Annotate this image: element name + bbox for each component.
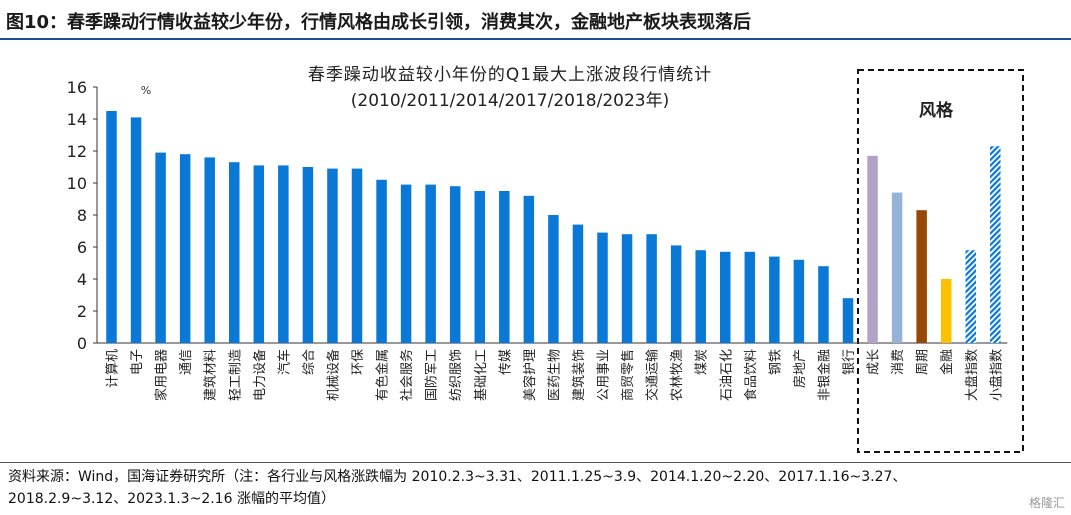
y-tick-label: 12 — [67, 142, 87, 161]
source-note: 资料来源：Wind，国海证券研究所（注：各行业与风格涨跌幅为 2010.2.3~… — [8, 466, 1008, 510]
y-tick-label: 4 — [77, 270, 87, 289]
x-tick-label: 房地产 — [792, 349, 808, 388]
industry-bar — [744, 251, 756, 343]
x-tick-label: 大盘指数 — [964, 349, 980, 401]
industry-bar — [278, 165, 289, 343]
y-tick-label: 2 — [77, 302, 87, 321]
x-tick-label: 石油石化 — [719, 349, 734, 401]
x-tick-label: 建筑装饰 — [571, 349, 587, 401]
x-tick-label: 机械设备 — [325, 349, 341, 401]
industry-bar — [818, 266, 829, 343]
y-tick-label: 10 — [67, 174, 87, 193]
style-bar — [891, 192, 903, 343]
x-tick-label: 小盘指数 — [988, 349, 1004, 401]
bar-chart: 春季躁动收益较小年份的Q1最大上涨波段行情统计 (2010/2011/2014/… — [67, 65, 1024, 453]
x-tick-label: 轻工制造 — [228, 349, 243, 401]
y-tick-label: 8 — [77, 206, 87, 225]
x-tick-label: 消费 — [891, 349, 906, 375]
x-tick-label: 美容护理 — [522, 349, 538, 401]
industry-bar — [769, 256, 780, 343]
style-bar — [990, 146, 1001, 343]
industry-bar — [130, 117, 142, 344]
x-tick-label: 国防军工 — [424, 349, 440, 401]
x-tick-label: 周期 — [916, 349, 931, 375]
x-tick-label: 计算机 — [106, 349, 121, 388]
industry-bar — [204, 157, 215, 343]
industry-bar — [695, 250, 706, 343]
x-tick-label: 非银金融 — [816, 349, 832, 401]
industry-bar — [670, 245, 682, 343]
x-tick-label: 电力设备 — [252, 349, 268, 401]
industry-bar — [572, 224, 584, 343]
industry-bar — [376, 179, 387, 343]
y-tick-label: 0 — [77, 334, 87, 353]
x-tick-label: 公用事业 — [597, 349, 612, 401]
x-tick-label: 汽车 — [276, 349, 292, 375]
industry-bar — [548, 215, 559, 343]
x-tick-label: 煤炭 — [695, 349, 710, 375]
x-tick-label: 农林牧渔 — [670, 349, 685, 401]
x-tick-label: 综合 — [302, 349, 317, 375]
style-bar — [867, 155, 878, 343]
x-tick-label: 环保 — [351, 349, 366, 375]
x-tick-label: 钢铁 — [768, 349, 783, 375]
x-tick-label: 食品饮料 — [743, 349, 759, 401]
style-group-label: 风格 — [919, 100, 954, 121]
industry-bar — [327, 168, 338, 343]
source-note-line2: 2018.2.9~3.12、2023.1.3~2.16 涨幅的平均值） — [8, 491, 335, 507]
x-tick-label: 电子 — [130, 349, 145, 375]
industry-bar — [155, 152, 166, 343]
style-bar — [940, 279, 952, 343]
industry-bar — [179, 154, 191, 343]
industry-bar — [646, 234, 657, 343]
footer-rule — [0, 462, 1071, 463]
x-tick-label: 基础化工 — [474, 349, 489, 401]
chart-title: 春季躁动收益较小年份的Q1最大上涨波段行情统计 — [308, 65, 712, 85]
industry-bar — [720, 251, 731, 343]
industry-bar — [597, 232, 608, 343]
x-tick-label: 通信 — [179, 349, 194, 375]
figure-title: 图10：春季躁动行情收益较少年份，行情风格由成长引领，消费其次，金融地产板块表现… — [6, 12, 752, 33]
industry-bar — [302, 167, 314, 343]
industry-bar — [793, 259, 805, 343]
industry-bar — [621, 234, 633, 343]
x-tick-label: 建筑材料 — [203, 349, 219, 401]
x-tick-label: 成长 — [867, 349, 882, 375]
style-bar — [965, 250, 976, 343]
x-tick-label: 家用电器 — [154, 349, 170, 401]
figure-header: 图10：春季躁动行情收益较少年份，行情风格由成长引领，消费其次，金融地产板块表现… — [0, 0, 1071, 40]
industry-bar — [400, 184, 412, 343]
y-tick-label: 6 — [77, 238, 87, 257]
source-note-line1: 资料来源：Wind，国海证券研究所（注：各行业与风格涨跌幅为 2010.2.3~… — [8, 469, 907, 485]
x-tick-label: 医药生物 — [547, 349, 562, 401]
header-rule — [0, 38, 1071, 40]
industry-bar — [449, 186, 461, 343]
industry-bar — [253, 165, 265, 343]
x-tick-label: 纺织服饰 — [449, 349, 464, 401]
x-tick-label: 社会服务 — [399, 349, 415, 401]
x-tick-label: 银行 — [842, 349, 857, 375]
industry-bar — [499, 191, 510, 343]
industry-bar — [425, 184, 436, 343]
industry-bar — [229, 162, 240, 343]
y-tick-label: 14 — [67, 110, 87, 129]
industry-bar — [842, 298, 854, 343]
watermark: 格隆汇 — [1028, 496, 1065, 510]
x-tick-label: 传媒 — [498, 349, 513, 375]
x-tick-label: 有色金属 — [375, 349, 391, 401]
unit-label: % — [141, 84, 151, 97]
style-bar — [916, 210, 927, 343]
industry-bar — [106, 111, 117, 343]
x-tick-label: 交通运输 — [645, 349, 661, 401]
x-tick-label: 商贸零售 — [620, 349, 636, 401]
x-tick-label: 金融 — [939, 349, 955, 375]
industry-bar — [474, 191, 485, 343]
y-tick-label: 16 — [67, 78, 87, 97]
industry-bar — [351, 168, 363, 343]
style-group-box — [857, 69, 1024, 453]
industry-bar — [523, 195, 535, 343]
chart-subtitle: (2010/2011/2014/2017/2018/2023年) — [351, 91, 669, 111]
